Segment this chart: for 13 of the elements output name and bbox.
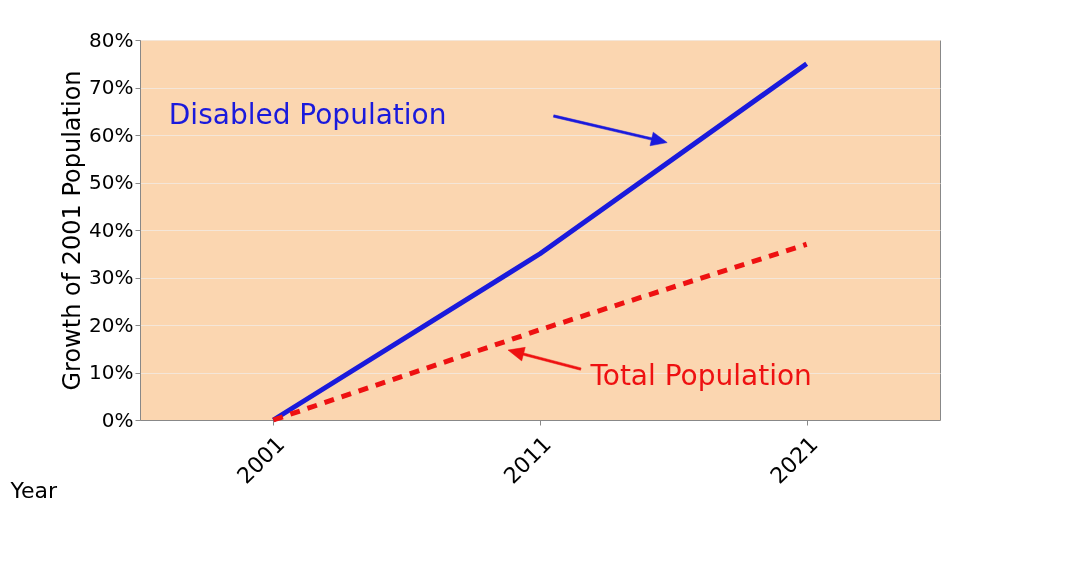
y-tick-label: 40%	[89, 217, 134, 242]
y-tick-label: 60%	[89, 122, 134, 147]
legend-label: Total Population	[589, 358, 812, 392]
y-tick-label: 20%	[89, 312, 134, 337]
y-axis-title: Growth of 2001 Population	[58, 70, 87, 391]
x-axis-title: Year	[9, 477, 59, 503]
y-tick-label: 0%	[101, 407, 134, 432]
y-tick-label: 30%	[89, 265, 134, 289]
y-tick-label: 70%	[89, 75, 134, 99]
y-tick-label: 10%	[89, 360, 134, 384]
y-tick-label: 50%	[89, 170, 134, 194]
y-tick-label: 80%	[89, 27, 134, 52]
text: Disabled Population	[168, 98, 447, 131]
